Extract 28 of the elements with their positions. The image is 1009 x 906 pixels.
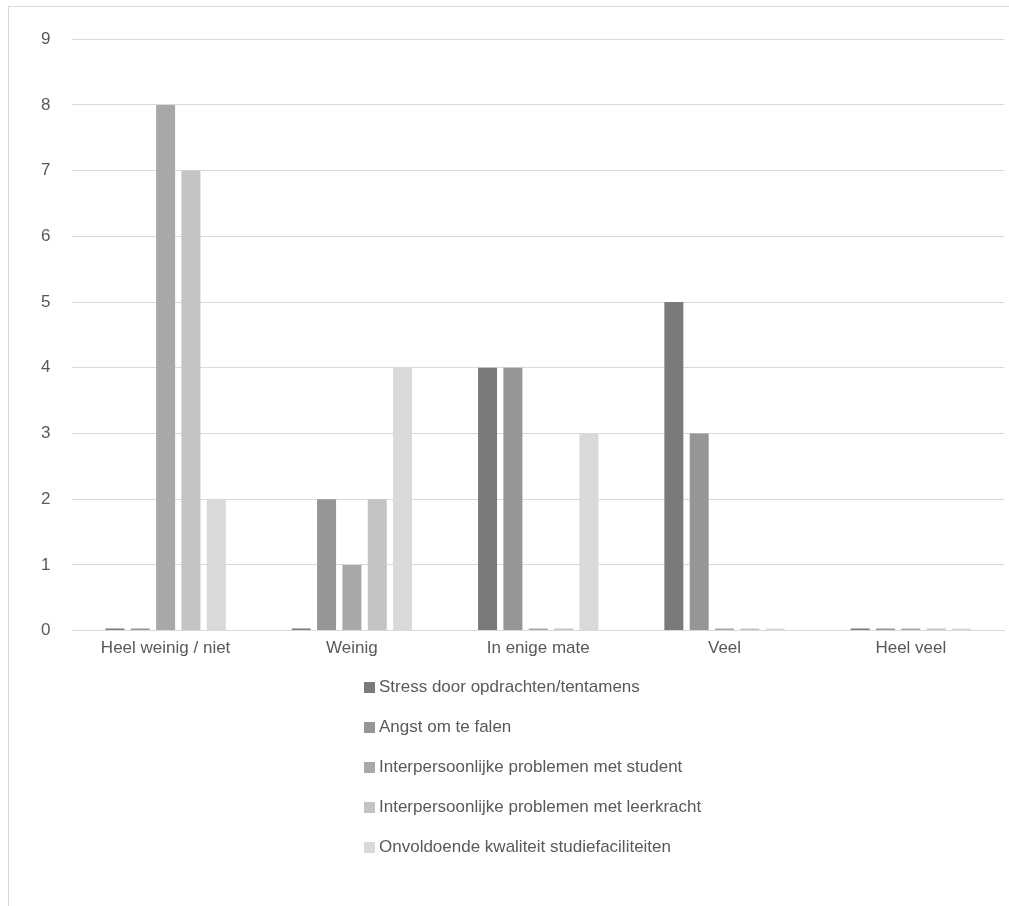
bar	[503, 367, 523, 631]
y-tick-label: 4	[40, 357, 51, 377]
bar	[689, 433, 709, 631]
legend-label: Interpersoonlijke problemen met student	[378, 756, 683, 778]
y-tick-label: 1	[40, 554, 51, 574]
x-tick-label: Veel	[707, 638, 742, 658]
bar	[181, 170, 201, 631]
bar	[478, 367, 498, 631]
bar	[317, 499, 337, 631]
legend-label: Angst om te falen	[378, 716, 512, 738]
legend-label: Onvoldoende kwaliteit studiefaciliteiten	[378, 836, 672, 858]
y-tick-label: 7	[40, 160, 51, 180]
y-tick-label: 8	[40, 94, 51, 114]
legend-label: Stress door opdrachten/tentamens	[378, 676, 640, 698]
y-tick-label: 2	[40, 488, 51, 508]
x-tick-label: In enige mate	[486, 638, 590, 658]
bar	[342, 564, 362, 631]
legend-label: Interpersoonlijke problemen met leerkracht	[378, 796, 702, 818]
y-tick-label: 5	[40, 291, 51, 311]
bar	[367, 499, 387, 631]
y-tick-label: 9	[40, 28, 51, 48]
x-tick-label: Heel weinig / niet	[100, 638, 231, 658]
x-tick-label: Weinig	[326, 638, 378, 658]
bar	[664, 302, 684, 631]
y-tick-label: 6	[40, 226, 51, 246]
y-tick-label: 0	[40, 620, 51, 640]
y-tick-label: 3	[40, 423, 51, 443]
x-tick-label: Heel veel	[875, 638, 947, 658]
